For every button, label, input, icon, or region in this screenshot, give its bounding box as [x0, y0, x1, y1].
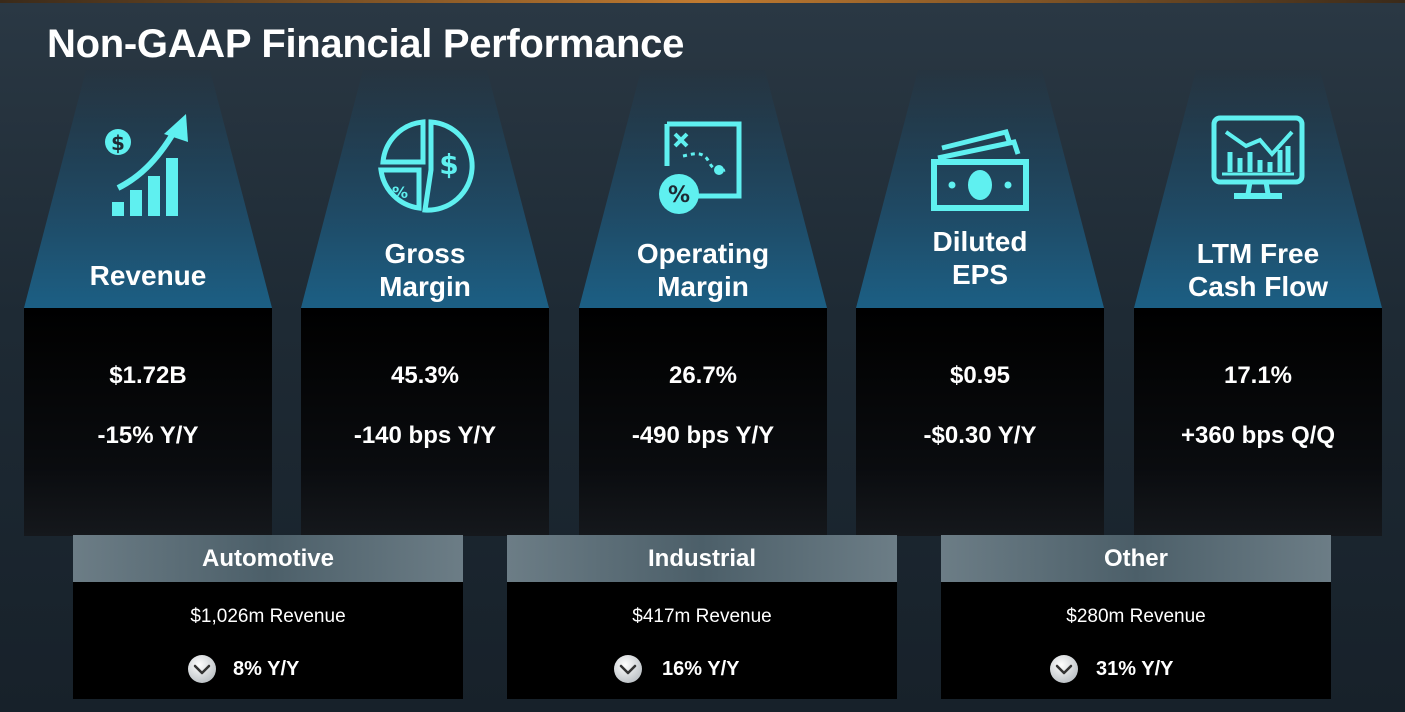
metric-label: Gross Margin — [379, 238, 471, 302]
segment-change: 16% Y/Y — [662, 658, 740, 680]
metric-label: LTM Free Cash Flow — [1187, 238, 1328, 302]
top-accent-line — [0, 0, 1405, 3]
metric-card-revenue: $ Revenue $1.72B -15% Y/Y — [24, 70, 272, 536]
metric-card-diluted-eps: Diluted EPS $0.95 -$0.30 Y/Y — [856, 70, 1104, 536]
segment-card-industrial: Industrial $417m Revenue 16% Y/Y — [507, 535, 897, 699]
cash-bills-icon — [930, 114, 1030, 218]
metric-card-gross-margin: $ % Gross Margin 45.3% -140 bps Y/Y — [301, 70, 549, 536]
chevron-down-icon — [614, 655, 642, 683]
segment-revenue: $417m Revenue — [632, 606, 772, 627]
svg-text:$: $ — [439, 148, 458, 181]
metric-change: +360 bps Q/Q — [1180, 422, 1336, 449]
metric-value: 26.7% — [668, 362, 738, 389]
metric-change: -140 bps Y/Y — [353, 422, 497, 449]
metric-value: $1.72B — [109, 362, 187, 389]
chevron-down-icon — [1050, 655, 1078, 683]
segment-title: Other — [941, 535, 1331, 582]
metric-card-ltm-free-cash-flow: LTM Free Cash Flow 17.1% +360 bps Q/Q — [1134, 70, 1382, 536]
segment-revenue: $280m Revenue — [1066, 606, 1206, 627]
chevron-down-icon — [188, 655, 216, 683]
metric-label: Revenue — [89, 260, 207, 291]
segment-change: 31% Y/Y — [1096, 658, 1174, 680]
metric-value: $0.95 — [949, 362, 1011, 389]
svg-text:%: % — [668, 183, 690, 208]
segment-title: Industrial — [507, 535, 897, 582]
monitor-chart-icon — [1208, 114, 1308, 218]
pie-chart-dollar-icon: $ % — [375, 114, 475, 218]
segment-title: Automotive — [73, 535, 463, 582]
segment-change: 8% Y/Y — [233, 658, 300, 680]
metric-value: 45.3% — [390, 362, 460, 389]
svg-text:$: $ — [111, 131, 125, 155]
metric-card-operating-margin: % Operating Margin 26.7% -490 bps Y/Y — [579, 70, 827, 536]
segment-card-automotive: Automotive $1,026m Revenue 8% Y/Y — [73, 535, 463, 699]
strategy-percent-icon: % — [653, 114, 753, 218]
metric-change: -$0.30 Y/Y — [923, 422, 1037, 449]
segment-revenue: $1,026m Revenue — [190, 606, 346, 627]
revenue-growth-icon: $ — [98, 114, 198, 218]
page-title: Non-GAAP Financial Performance — [47, 22, 685, 66]
metric-change: -490 bps Y/Y — [631, 422, 775, 449]
metric-label: Diluted EPS — [932, 226, 1028, 290]
metric-label: Operating Margin — [636, 238, 770, 302]
segment-card-other: Other $280m Revenue 31% Y/Y — [941, 535, 1331, 699]
svg-text:%: % — [392, 183, 408, 202]
metric-value: 17.1% — [1223, 362, 1293, 389]
metric-change: -15% Y/Y — [97, 422, 199, 449]
